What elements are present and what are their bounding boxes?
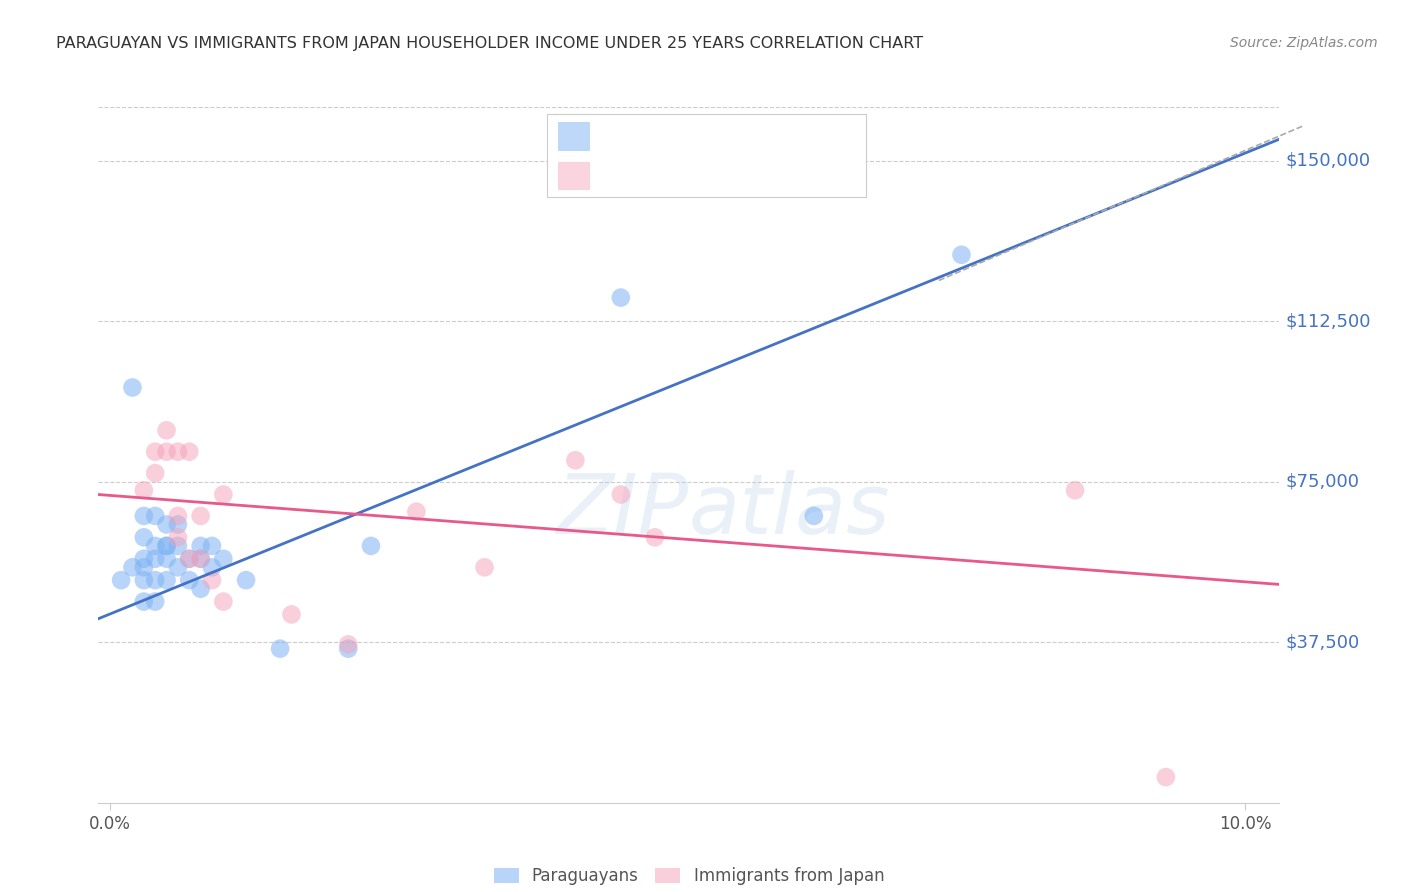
Point	[155, 423, 177, 437]
Point	[143, 466, 166, 480]
Point	[155, 539, 177, 553]
Point	[179, 551, 201, 566]
Text: N =: N =	[696, 128, 748, 145]
Point	[143, 551, 166, 566]
Point	[337, 641, 360, 656]
Point	[474, 560, 496, 574]
Text: N =: N =	[696, 168, 748, 186]
Text: -0.206: -0.206	[634, 167, 704, 186]
Text: R =: R =	[598, 128, 637, 145]
Point	[132, 483, 155, 498]
Point	[121, 380, 143, 394]
Point	[190, 582, 212, 596]
Point	[269, 641, 291, 656]
Legend: Paraguayans, Immigrants from Japan: Paraguayans, Immigrants from Japan	[494, 867, 884, 885]
Point	[337, 637, 360, 651]
Point	[610, 487, 633, 501]
Text: $150,000: $150,000	[1285, 152, 1371, 169]
Point	[155, 539, 177, 553]
Text: Source: ZipAtlas.com: Source: ZipAtlas.com	[1230, 36, 1378, 50]
Point	[950, 248, 973, 262]
Point	[190, 508, 212, 523]
Point	[201, 573, 224, 587]
Text: atlas: atlas	[689, 470, 890, 551]
Text: $75,000: $75,000	[1285, 473, 1360, 491]
Text: $37,500: $37,500	[1285, 633, 1360, 651]
Point	[143, 444, 166, 458]
Point	[110, 573, 132, 587]
Point	[212, 594, 235, 608]
Point	[360, 539, 382, 553]
Point	[167, 517, 190, 532]
Point	[644, 530, 666, 544]
Point	[132, 551, 155, 566]
Point	[132, 508, 155, 523]
Point	[143, 594, 166, 608]
Text: 24: 24	[735, 167, 763, 186]
Point	[201, 560, 224, 574]
Point	[167, 508, 190, 523]
Point	[179, 573, 201, 587]
Point	[132, 530, 155, 544]
Point	[1154, 770, 1177, 784]
Point	[132, 594, 155, 608]
Point	[201, 539, 224, 553]
Point	[190, 551, 212, 566]
Point	[143, 508, 166, 523]
Text: PARAGUAYAN VS IMMIGRANTS FROM JAPAN HOUSEHOLDER INCOME UNDER 25 YEARS CORRELATIO: PARAGUAYAN VS IMMIGRANTS FROM JAPAN HOUS…	[56, 36, 924, 51]
Point	[235, 573, 257, 587]
Text: ZIP: ZIP	[557, 470, 689, 551]
Point	[190, 551, 212, 566]
Point	[564, 453, 586, 467]
Point	[155, 551, 177, 566]
Point	[167, 560, 190, 574]
Point	[179, 444, 201, 458]
Point	[143, 573, 166, 587]
Point	[167, 444, 190, 458]
Text: R =: R =	[598, 168, 637, 186]
Text: 0.553: 0.553	[634, 127, 696, 146]
Point	[132, 573, 155, 587]
Point	[132, 560, 155, 574]
Point	[155, 517, 177, 532]
Point	[1064, 483, 1087, 498]
Point	[167, 539, 190, 553]
Point	[610, 291, 633, 305]
Point	[190, 539, 212, 553]
Point	[803, 508, 825, 523]
Point	[179, 551, 201, 566]
Point	[155, 444, 177, 458]
Point	[280, 607, 302, 622]
Point	[212, 551, 235, 566]
Point	[167, 530, 190, 544]
Point	[212, 487, 235, 501]
Point	[405, 505, 427, 519]
Point	[121, 560, 143, 574]
Text: 37: 37	[735, 127, 762, 146]
Point	[155, 573, 177, 587]
Point	[143, 539, 166, 553]
Text: $112,500: $112,500	[1285, 312, 1371, 330]
